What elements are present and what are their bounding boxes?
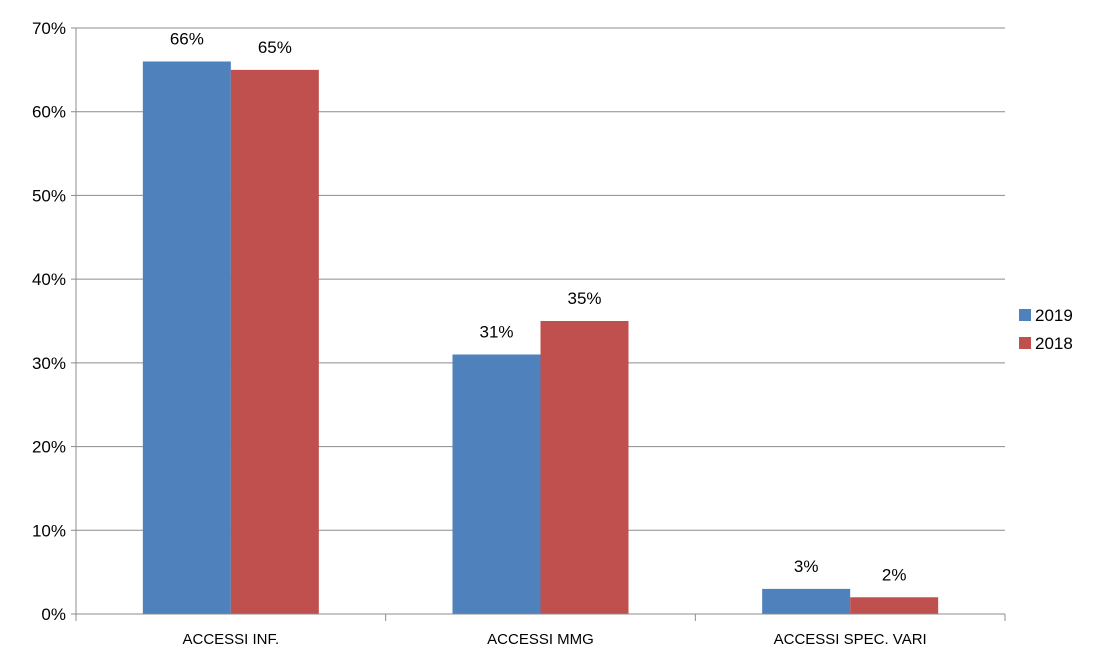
y-tick-label: 60% — [32, 103, 66, 122]
x-tick-label: ACCESSI MMG — [487, 631, 594, 648]
data-label: 66% — [170, 29, 204, 48]
y-tick-label: 50% — [32, 186, 66, 205]
y-axis: 0% 10% 20% 30% 40% 50% 60% 70% — [32, 19, 77, 624]
x-tick-label: ACCESSI INF. — [182, 631, 279, 648]
bar-2018-1 — [540, 321, 629, 614]
bar-2019-2 — [762, 588, 851, 614]
data-label: 3% — [794, 557, 819, 576]
data-label: 65% — [258, 38, 292, 57]
bar-2018-0 — [230, 69, 319, 615]
y-tick-label: 70% — [32, 19, 66, 38]
bars — [142, 61, 939, 615]
y-tick-label: 10% — [32, 521, 66, 540]
bar-2018-2 — [850, 597, 939, 614]
bar-2019-1 — [452, 354, 541, 614]
y-tick-label: 0% — [41, 605, 66, 624]
legend-label: 2019 — [1035, 306, 1073, 325]
y-tick-label: 40% — [32, 270, 66, 289]
y-tick-label: 20% — [32, 438, 66, 457]
x-tick-label: ACCESSI SPEC. VARI — [774, 631, 927, 648]
y-tick-label: 30% — [32, 354, 66, 373]
data-labels: 66% 65% 31% 35% 3% 2% — [170, 29, 907, 584]
legend: 2019 2018 — [1019, 306, 1073, 353]
legend-label: 2018 — [1035, 334, 1073, 353]
bar-2019-0 — [142, 61, 231, 614]
data-label: 2% — [882, 565, 907, 584]
data-label: 35% — [567, 289, 601, 308]
data-label: 31% — [479, 322, 513, 341]
legend-swatch-2018 — [1019, 337, 1031, 349]
x-axis: ACCESSI INF. ACCESSI MMG ACCESSI SPEC. VAR… — [75, 613, 1006, 648]
legend-swatch-2019 — [1019, 309, 1031, 321]
